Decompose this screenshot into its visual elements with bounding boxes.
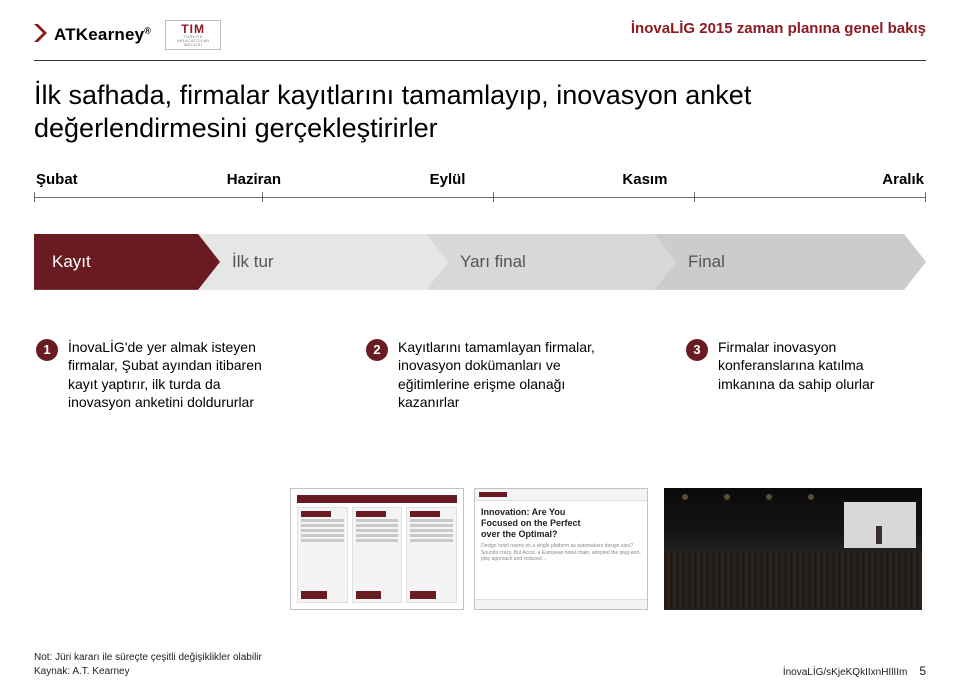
- step-number-badge: 2: [366, 339, 388, 361]
- stage-label: Kayıt: [52, 252, 91, 272]
- stage-chevrons: Kayıt İlk tur Yarı final Final: [34, 234, 926, 290]
- timeline-axis: [34, 192, 926, 204]
- step-text: Firmalar inovasyon konferanslarına katıl…: [718, 338, 916, 412]
- doc-thumb-imp3rove: [290, 488, 464, 610]
- stage-label: Final: [688, 252, 725, 272]
- chevron-icon: [34, 24, 50, 47]
- thumb-col: [297, 507, 348, 603]
- thumb-header-bar: [297, 495, 457, 503]
- spotlight-icon: [766, 494, 772, 500]
- steps-row: 1 İnovaLİG'de yer almak isteyen firmalar…: [34, 338, 926, 412]
- axis-tick: [34, 192, 35, 202]
- thumb-topbar: [475, 489, 647, 501]
- month-label: Aralık: [773, 171, 926, 188]
- doc-thumb-article: Innovation: Are You Focused on the Perfe…: [474, 488, 648, 610]
- footer-docid: İnovaLİG/sKjeKQkIIxnHIlIIm: [783, 667, 908, 678]
- stage-label: Yarı final: [460, 252, 526, 272]
- month-label: Eylül: [378, 171, 581, 188]
- thumb-paragraph: Design hotel rooms on a single platform …: [481, 543, 641, 563]
- atk-name: ATKearney: [54, 25, 144, 44]
- header-subtitle: İnovaLİG 2015 zaman planına genel bakış: [631, 20, 926, 37]
- timeline-months: Şubat Haziran Eylül Kasım Aralık: [34, 171, 926, 188]
- axis-tick: [694, 192, 695, 202]
- top-bar: ATKearney® TIM TURKIYE IHRACATCILAR MECL…: [34, 20, 926, 50]
- tim-logo: TIM TURKIYE IHRACATCILAR MECLISI: [165, 20, 221, 50]
- thumb-body: Innovation: Are You Focused on the Perfe…: [475, 501, 647, 599]
- step-2: 2 Kayıtlarını tamamlayan firmalar, inova…: [366, 338, 596, 412]
- axis-tick: [262, 192, 263, 202]
- thumb-headline: over the Optimal?: [481, 529, 641, 540]
- stage-kayit: Kayıt: [34, 234, 220, 290]
- footer-note: Not: Jüri kararı ile süreçte çeşitli değ…: [34, 651, 262, 665]
- footer-right: İnovaLİG/sKjeKQkIIxnHIlIIm 5: [783, 664, 926, 678]
- spotlight-icon: [724, 494, 730, 500]
- footer-pagenumber: 5: [919, 664, 926, 678]
- page-title: İlk safhada, firmalar kayıtlarını tamaml…: [34, 79, 926, 145]
- axis-line: [34, 197, 926, 198]
- conference-photo: [664, 488, 922, 610]
- month-label: Kasım: [580, 171, 773, 188]
- speaker-silhouette: [876, 526, 882, 544]
- step-text: Kayıtlarını tamamlayan firmalar, inovasy…: [398, 338, 596, 412]
- month-label: Haziran: [187, 171, 378, 188]
- thumb-col: [406, 507, 457, 603]
- stage-label: İlk tur: [232, 252, 274, 272]
- thumb-footer: [475, 599, 647, 609]
- footer-source: Kaynak: A.T. Kearney: [34, 665, 262, 679]
- tim-small3: MECLISI: [184, 43, 202, 47]
- stage-ilktur: İlk tur: [198, 234, 448, 290]
- atkearney-logo: ATKearney®: [34, 24, 151, 47]
- document-thumbnails: Innovation: Are You Focused on the Perfe…: [290, 488, 648, 610]
- slide-footer: Not: Jüri kararı ile süreçte çeşitli değ…: [34, 651, 926, 678]
- audience: [664, 552, 922, 610]
- step-3: 3 Firmalar inovasyon konferanslarına kat…: [686, 338, 916, 412]
- stage-yarifinal: Yarı final: [426, 234, 676, 290]
- step-number-badge: 1: [36, 339, 58, 361]
- step-1: 1 İnovaLİG'de yer almak isteyen firmalar…: [36, 338, 276, 412]
- step-text: İnovaLİG'de yer almak isteyen firmalar, …: [68, 338, 276, 412]
- registered-icon: ®: [144, 25, 151, 35]
- step-number-badge: 3: [686, 339, 708, 361]
- spotlight-icon: [682, 494, 688, 500]
- thumb-headline: Innovation: Are You: [481, 507, 641, 518]
- thumb-col: [352, 507, 403, 603]
- header-divider: [34, 60, 926, 61]
- atkearney-wordmark: ATKearney®: [54, 25, 151, 45]
- axis-tick: [493, 192, 494, 202]
- stage-final: Final: [654, 234, 926, 290]
- slide: ATKearney® TIM TURKIYE IHRACATCILAR MECL…: [0, 0, 960, 696]
- month-label: Şubat: [34, 171, 187, 188]
- thumb-headline: Focused on the Perfect: [481, 518, 641, 529]
- logo-cluster: ATKearney® TIM TURKIYE IHRACATCILAR MECL…: [34, 20, 221, 50]
- spotlight-icon: [808, 494, 814, 500]
- footer-left: Not: Jüri kararı ile süreçte çeşitli değ…: [34, 651, 262, 678]
- axis-tick: [925, 192, 926, 202]
- thumb-columns: [297, 507, 457, 603]
